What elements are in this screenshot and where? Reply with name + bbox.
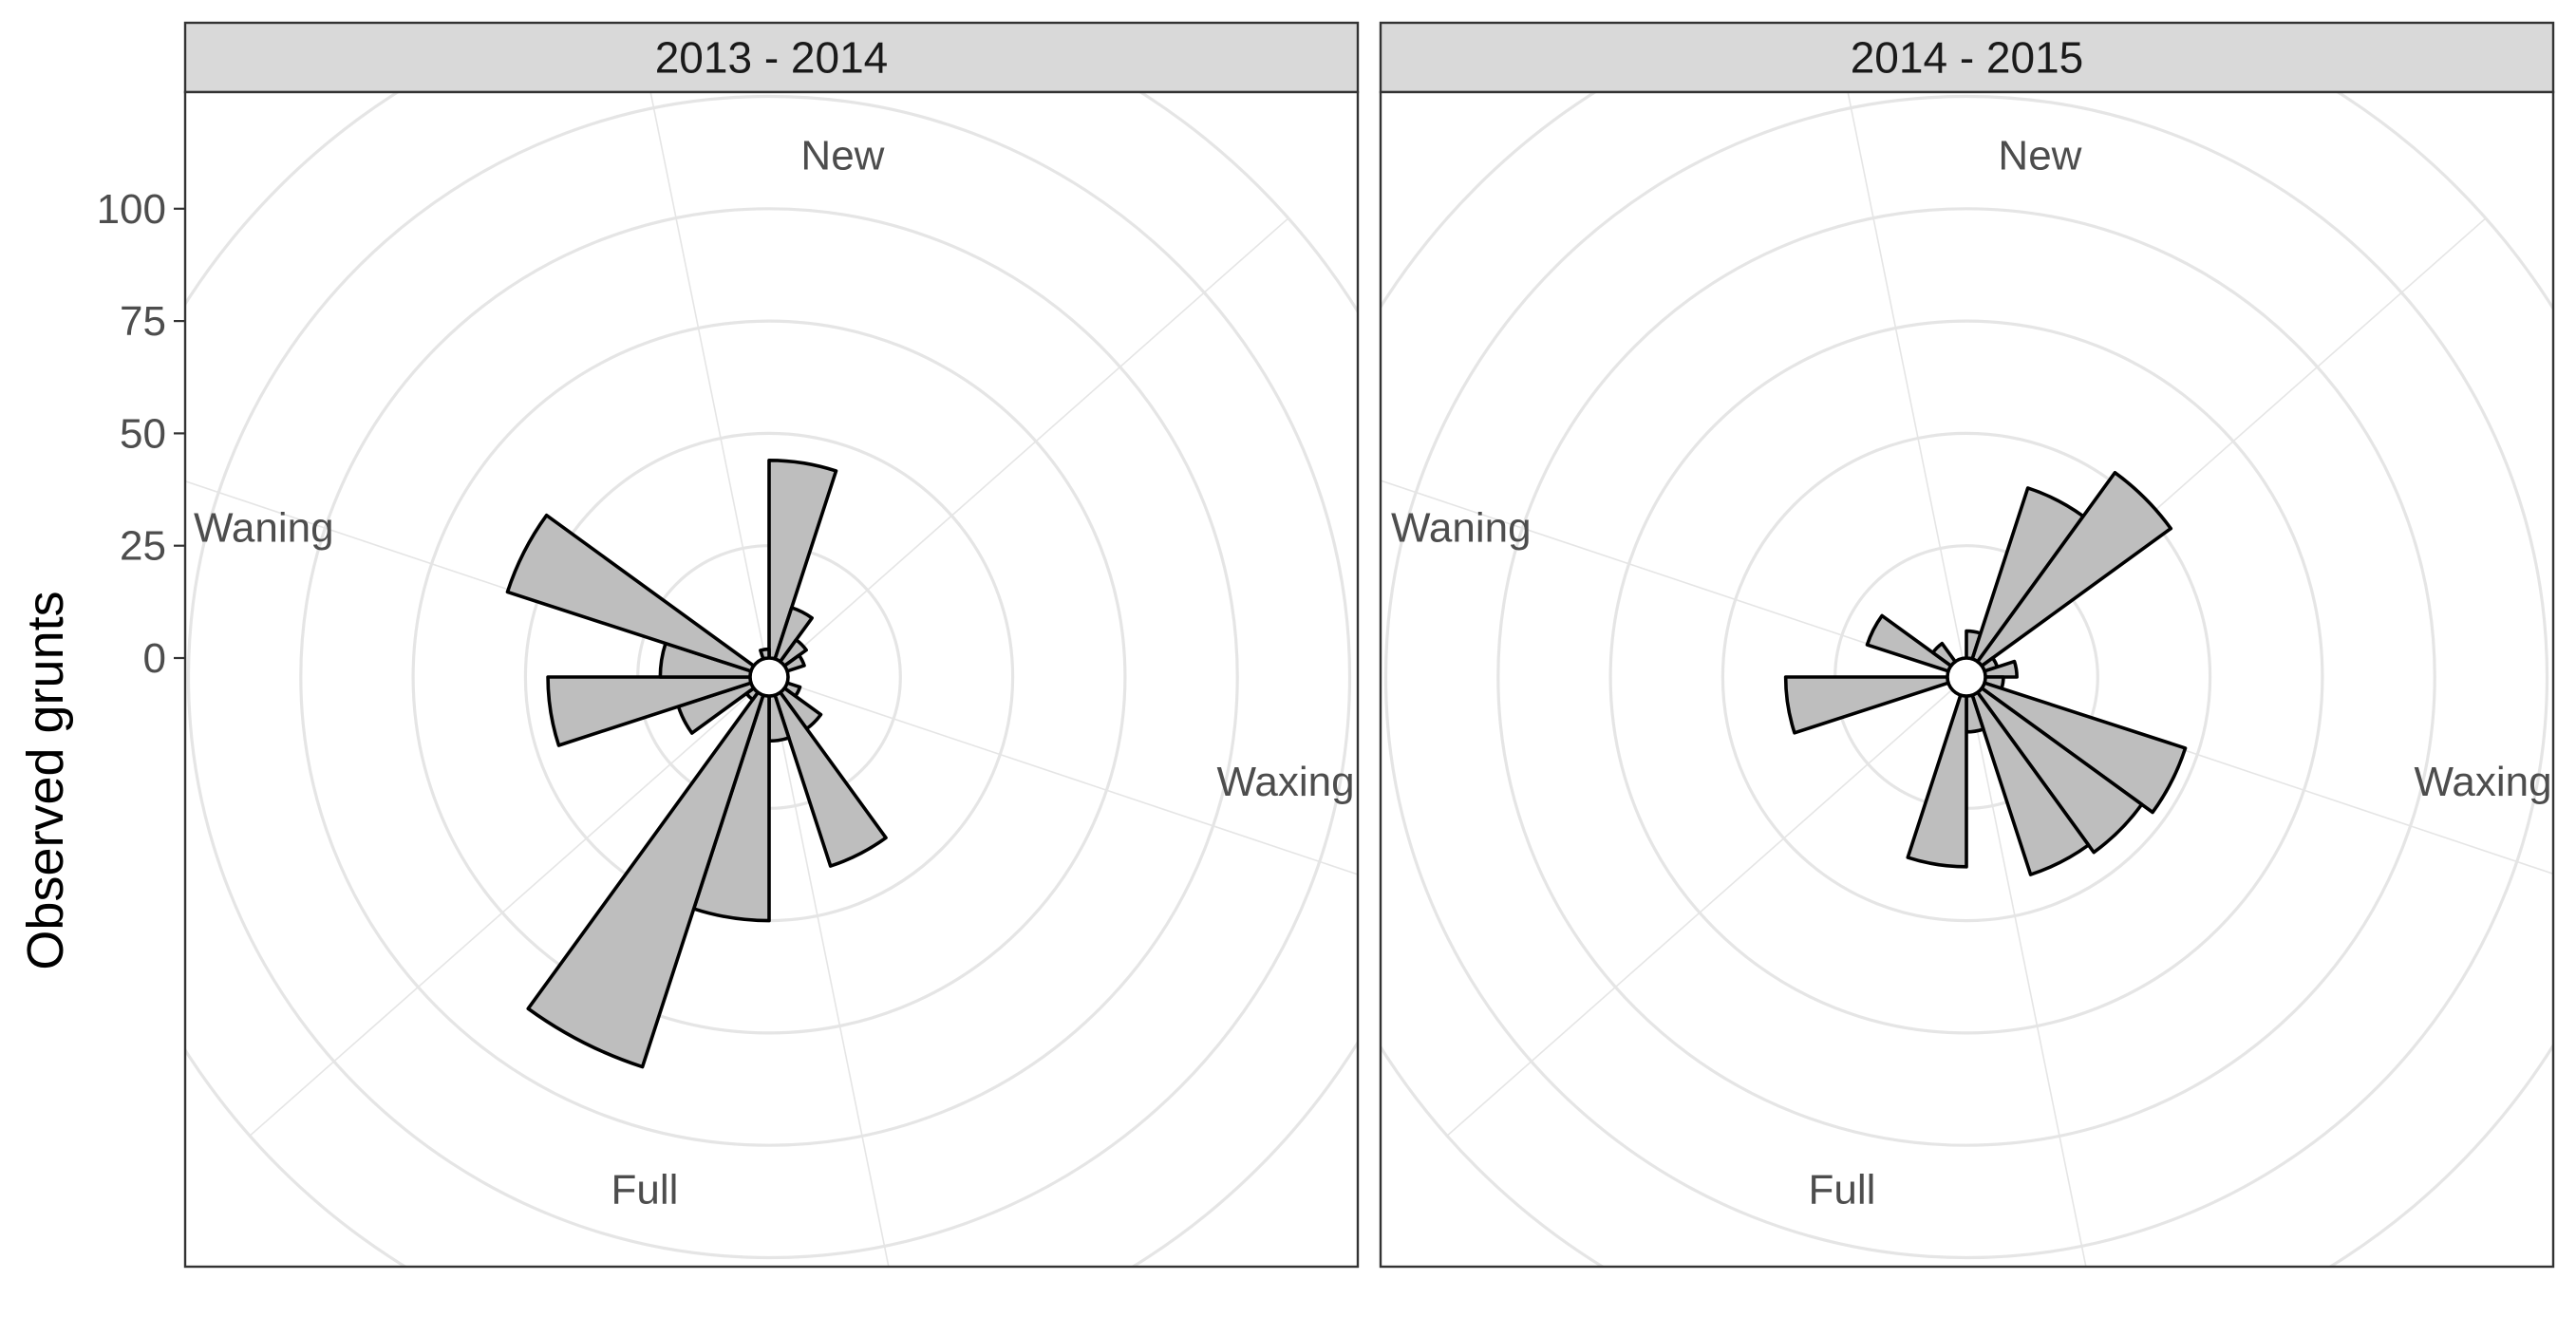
grid-ring <box>1383 94 2549 1260</box>
panel-2: 2014 - 2015 New Waxing Full Waning <box>1379 21 2555 1269</box>
phase-label-new: New <box>800 132 884 179</box>
phase-label-waxing: Waxing <box>2414 759 2551 805</box>
y-tick-label: 50 <box>120 410 166 457</box>
grid-ring <box>411 319 1127 1035</box>
grid-ring <box>1496 207 2436 1147</box>
grid-ring <box>299 207 1239 1147</box>
y-tick-label: 0 <box>143 635 166 682</box>
phase-label-full: Full <box>611 1166 678 1213</box>
panels: 0 25 50 75 100 2013 - 2014 New Waxing Full Waning… <box>97 21 2555 1269</box>
center-hole <box>1946 656 1987 698</box>
phase-label-waning: Waning <box>1391 505 1532 552</box>
y-axis: 0 25 50 75 100 <box>97 186 185 682</box>
y-tick-label: 25 <box>120 523 166 570</box>
panel-border <box>183 90 1360 1269</box>
y-tick-label: 75 <box>120 298 166 345</box>
facet-title: 2014 - 2015 <box>1851 33 2084 83</box>
bars <box>1783 470 2188 876</box>
facet-strip <box>1379 21 2555 94</box>
y-axis-title: Observed grunts <box>17 591 74 969</box>
facet-strip <box>183 21 1360 94</box>
phase-labels: New Waxing Full Waning <box>1391 132 2552 1213</box>
grid-ring <box>1608 319 2324 1035</box>
grid-ring <box>1720 431 2212 923</box>
panel-border <box>1379 90 2555 1269</box>
facet-title: 2013 - 2014 <box>655 33 889 83</box>
phase-label-new: New <box>1998 132 2081 179</box>
phase-label-waning: Waning <box>194 505 334 552</box>
panel-1: 2013 - 2014 New Waxing Full Waning <box>183 21 1360 1269</box>
grid-ring <box>186 94 1352 1260</box>
y-tick-label: 100 <box>97 186 166 233</box>
phase-labels: New Waxing Full Waning <box>194 132 1355 1213</box>
bars <box>505 458 888 1069</box>
phase-label-waxing: Waxing <box>1216 759 1354 805</box>
center-hole <box>748 656 790 698</box>
phase-label-full: Full <box>1808 1166 1875 1213</box>
